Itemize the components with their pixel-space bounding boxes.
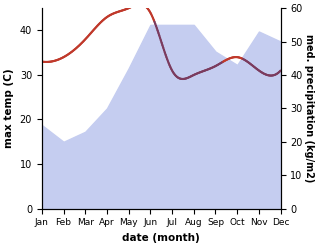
- Y-axis label: max temp (C): max temp (C): [4, 69, 14, 148]
- X-axis label: date (month): date (month): [122, 233, 200, 243]
- Y-axis label: med. precipitation (kg/m2): med. precipitation (kg/m2): [304, 34, 314, 183]
